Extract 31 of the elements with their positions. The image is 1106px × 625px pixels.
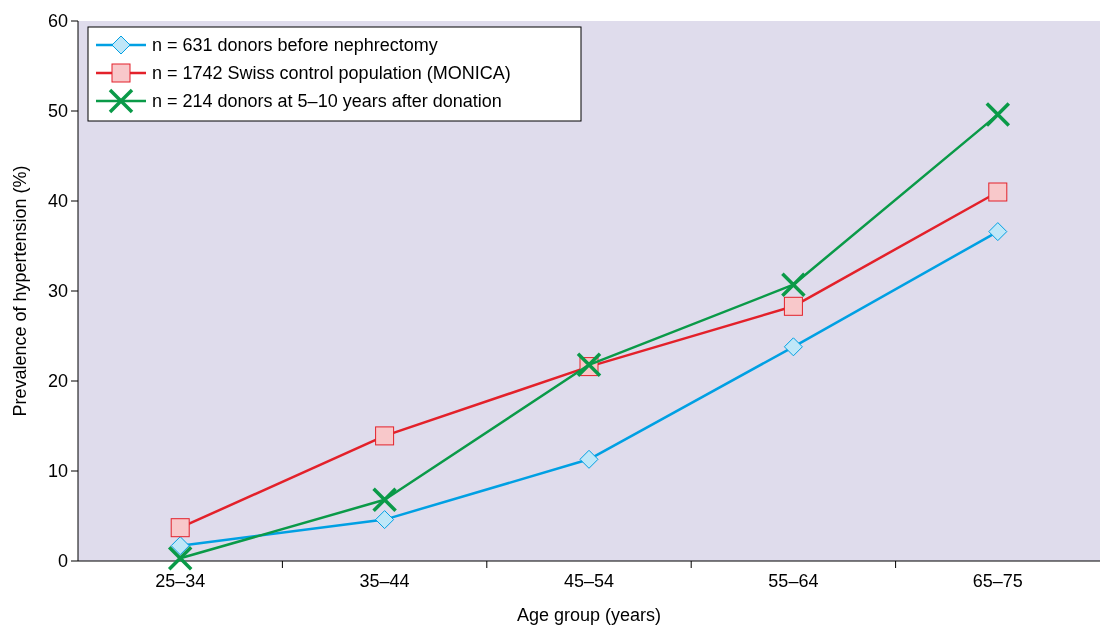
y-tick-label: 0	[57, 551, 68, 572]
legend-label: n = 631 donors before nephrectomy	[152, 35, 438, 56]
y-tick-label: 30	[47, 281, 68, 302]
point	[985, 101, 1011, 128]
point	[780, 271, 807, 298]
x-tick-label: 65–75	[972, 571, 1023, 591]
legend-label: n = 214 donors at 5–10 years after donation	[152, 91, 502, 112]
y-tick-label: 60	[47, 11, 68, 32]
point	[170, 536, 190, 556]
point	[371, 487, 398, 513]
y-tick-label: 40	[47, 191, 68, 212]
point	[375, 426, 395, 446]
point	[988, 182, 1008, 202]
point	[167, 545, 193, 572]
point	[170, 518, 190, 538]
point	[783, 337, 803, 357]
point	[375, 510, 395, 530]
x-tick-label: 35–44	[359, 571, 410, 591]
point	[988, 222, 1008, 242]
point	[576, 352, 602, 378]
point	[579, 449, 599, 469]
y-tick-label: 50	[47, 101, 68, 122]
x-tick-label: 55–64	[768, 571, 819, 591]
point	[783, 296, 803, 316]
y-axis-title: Prevalence of hypertension (%)	[10, 165, 30, 417]
y-tick-label: 10	[47, 461, 68, 482]
legend-label: n = 1742 Swiss control population (MONICA)	[152, 63, 511, 84]
x-axis-title: Age group (years)	[516, 605, 662, 625]
y-tick-label: 20	[47, 371, 68, 392]
x-tick-label: 45–54	[563, 571, 615, 591]
x-tick-label: 25–34	[155, 571, 206, 591]
